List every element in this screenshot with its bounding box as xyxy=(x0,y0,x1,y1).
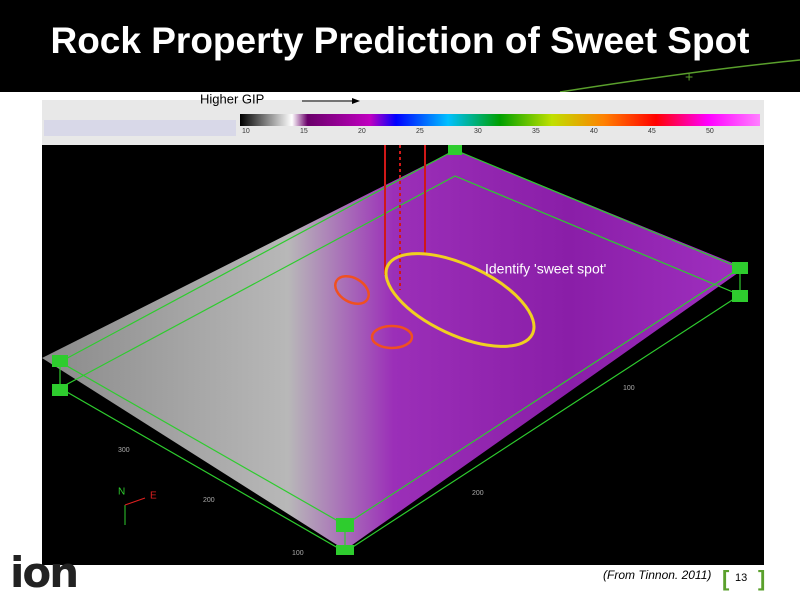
compass-e: E xyxy=(150,491,157,502)
colorbar-tick-label: 45 xyxy=(648,128,656,135)
page-number: 13 xyxy=(735,572,748,584)
colorbar-tick-label: 15 xyxy=(300,128,308,135)
colorbar-tick-label: 35 xyxy=(532,128,540,135)
bracket: [ xyxy=(722,566,730,591)
colorbar-tick-label: 30 xyxy=(474,128,482,135)
slide-title: Rock Property Prediction of Sweet Spot xyxy=(50,20,750,61)
axis-label: 200 xyxy=(203,497,215,504)
colorbar-tick-label: 40 xyxy=(590,128,598,135)
colorbar-tick-label: 20 xyxy=(358,128,366,135)
logo: ion xyxy=(10,548,79,597)
svg-text:+: + xyxy=(685,69,693,85)
header: Rock Property Prediction of Sweet Spot + xyxy=(0,0,800,92)
bracket: ] xyxy=(758,566,766,591)
colorbar-tick-label: 25 xyxy=(416,128,424,135)
annotation: Identify 'sweet spot' xyxy=(485,261,606,277)
colorbar-tick-label: 50 xyxy=(706,128,714,135)
colorbar-tick-label: 10 xyxy=(242,128,250,135)
axis-label: 200 xyxy=(472,490,484,497)
header-decoration: + xyxy=(559,59,800,92)
legend-arrow-label: Higher GIP xyxy=(200,91,264,106)
axis-label: 300 xyxy=(118,447,130,454)
axis-label: 100 xyxy=(623,385,635,392)
axis-label: 100 xyxy=(292,550,304,557)
source-note: (From Tinnon. 2011) xyxy=(603,568,712,582)
compass-n: N xyxy=(118,487,125,498)
